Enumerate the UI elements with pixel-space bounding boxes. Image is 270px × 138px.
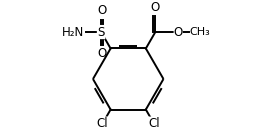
Text: H₂N: H₂N	[62, 26, 84, 39]
Text: CH₃: CH₃	[189, 27, 210, 37]
Text: O: O	[97, 4, 107, 17]
Text: Cl: Cl	[148, 117, 160, 130]
Text: S: S	[97, 26, 105, 39]
Text: O: O	[174, 26, 183, 39]
Text: O: O	[151, 1, 160, 14]
Text: Cl: Cl	[97, 117, 108, 130]
Text: O: O	[97, 47, 107, 60]
